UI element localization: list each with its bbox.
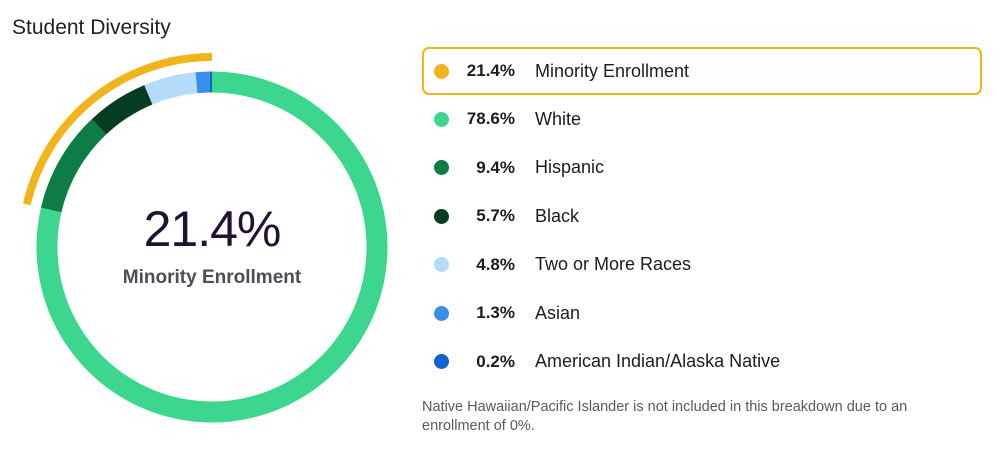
center-percentage: 21.4%	[143, 201, 282, 257]
donut-svg	[22, 53, 388, 423]
legend: 21.4% Minority Enrollment 78.6% White 9.4% Hi…	[422, 47, 982, 386]
legend-dot-icon	[434, 111, 449, 127]
legend-item-american-indian-alaska-native: 0.2% American Indian/Alaska Native	[422, 338, 982, 387]
legend-percentage: 0.2%	[476, 351, 515, 371]
legend-dot-icon	[434, 257, 449, 273]
legend-label: White	[535, 108, 582, 129]
chart-title: Student Diversity	[12, 16, 171, 39]
footnote: Native Hawaiian/Pacific Islander is not …	[422, 399, 908, 434]
donut-segment-white	[36, 71, 388, 423]
legend-percentage: 9.4%	[476, 157, 515, 177]
legend-item-minority-enrollment: 21.4% Minority Enrollment	[422, 47, 982, 95]
donut-segment-black	[91, 85, 153, 135]
legend-dot-icon	[434, 63, 449, 79]
donut-segment-asian	[195, 71, 211, 94]
legend-label: Asian	[535, 302, 581, 323]
legend-dot-icon	[434, 208, 449, 224]
legend-percentage: 21.4%	[466, 61, 515, 80]
legend-percentage: 5.7%	[476, 206, 515, 226]
donut-chart: 21.4% Minority Enrollment	[0, 0, 420, 460]
legend-label: Hispanic	[535, 157, 605, 178]
minority-highlight-arc	[22, 53, 213, 206]
legend-dot-icon	[434, 354, 449, 370]
legend-dot-icon	[434, 305, 449, 321]
legend-item-hispanic: 9.4% Hispanic	[422, 144, 982, 193]
legend-label: Two or More Races	[535, 254, 692, 275]
legend-item-black: 5.7% Black	[422, 192, 982, 241]
legend-item-asian: 1.3% Asian	[422, 289, 982, 338]
legend-percentage: 78.6%	[466, 109, 515, 129]
center-label: Minority Enrollment	[122, 267, 302, 288]
legend-percentage: 4.8%	[476, 254, 515, 274]
donut-segment-two-or-more-races	[144, 72, 198, 105]
legend-dot-icon	[434, 160, 449, 176]
donut-segment-hispanic	[40, 119, 107, 213]
legend-label: Black	[535, 205, 580, 226]
legend-percentage: 1.3%	[476, 303, 515, 323]
legend-label: American Indian/Alaska Native	[535, 351, 781, 372]
legend-item-two-or-more-races: 4.8% Two or More Races	[422, 241, 982, 290]
legend-label: Minority Enrollment	[535, 60, 690, 81]
legend-item-white: 78.6% White	[422, 95, 982, 144]
